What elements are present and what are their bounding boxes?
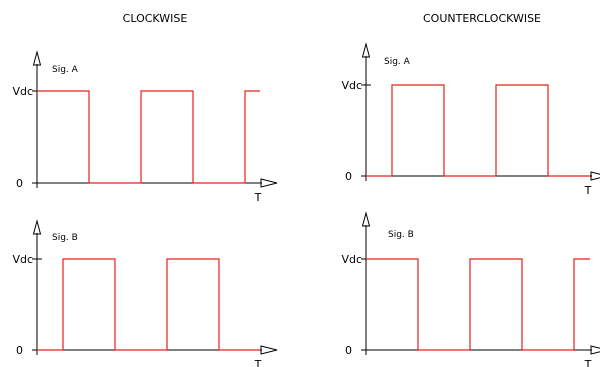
ccw-sig1-time-label: T: [584, 358, 592, 367]
panel-title-cw: CLOCKWISE: [123, 12, 188, 25]
ccw-sig1-vdc-label: Vdc: [341, 253, 362, 266]
ccw-sig1-x-arrow: [590, 345, 600, 355]
cw-sig1-x-arrow: [260, 345, 278, 355]
cw-sig0-name-label: Sig. A: [52, 65, 79, 75]
cw-sig0-time-label: T: [254, 191, 262, 204]
ccw-sig0-x-arrow: [590, 171, 600, 181]
ccw-sig0-vdc-label: Vdc: [341, 79, 362, 92]
cw-sig0-y-arrow: [32, 50, 42, 66]
ccw-sig0-zero-label: 0: [345, 170, 352, 183]
cw-sig0-waveform: [37, 90, 260, 184]
cw-sig1-waveform: [37, 258, 260, 351]
ccw-sig1-waveform: [366, 258, 590, 351]
ccw-sig0-name-label: Sig. A: [384, 57, 411, 67]
panel-title-ccw: COUNTERCLOCKWISE: [423, 12, 541, 25]
ccw-sig1-zero-label: 0: [345, 344, 352, 357]
ccw-sig0-waveform: [366, 84, 590, 177]
cw-sig1-time-label: T: [254, 358, 262, 367]
cw-sig1-y-arrow: [32, 219, 42, 235]
cw-sig0-vdc-label: Vdc: [12, 85, 33, 98]
ccw-sig1-y-arrow: [361, 211, 371, 227]
cw-sig1-name-label: Sig. B: [52, 233, 78, 243]
cw-sig0-x-arrow: [260, 178, 278, 188]
ccw-sig0-time-label: T: [584, 184, 592, 197]
cw-sig0-zero-label: 0: [16, 177, 23, 190]
cw-sig1-zero-label: 0: [16, 344, 23, 357]
ccw-sig1-name-label: Sig. B: [388, 230, 414, 240]
ccw-sig0-y-arrow: [361, 42, 371, 58]
cw-sig1-vdc-label: Vdc: [12, 253, 33, 266]
